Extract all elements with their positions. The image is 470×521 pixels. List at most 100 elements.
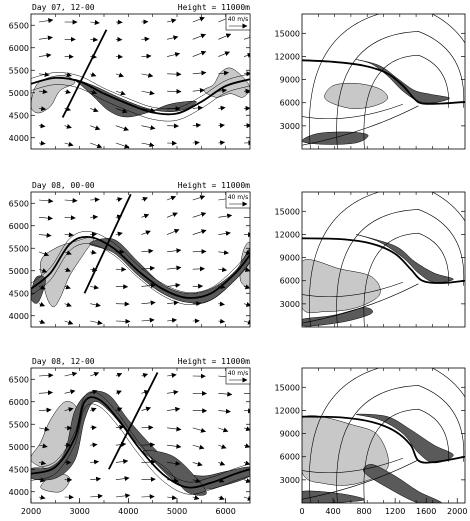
wind-vector — [90, 425, 97, 431]
wind-vector — [64, 198, 78, 204]
wind-vector — [192, 461, 203, 467]
wind-vector — [167, 18, 177, 24]
wind-vector — [218, 105, 226, 111]
wind-vector — [90, 107, 99, 113]
y-tick-label: 4500 — [9, 465, 29, 474]
y-tick-label: 9000 — [280, 430, 300, 439]
y-tick-label: 15000 — [275, 207, 300, 216]
dark-shade-region — [356, 59, 450, 104]
dark-shade-region — [302, 307, 373, 327]
wind-vector — [64, 72, 72, 77]
wind-vector — [218, 213, 233, 219]
y-tick-label: 15000 — [275, 383, 300, 392]
wind-vector — [38, 494, 46, 500]
wind-vector — [38, 18, 54, 24]
y-tick-label: 4500 — [9, 111, 29, 120]
wind-vector — [38, 72, 50, 78]
wind-vector — [218, 33, 232, 40]
wind-vector — [38, 319, 46, 324]
y-tick-label: 5000 — [9, 443, 29, 452]
wind-vector — [90, 493, 103, 499]
wind-vector — [243, 319, 250, 325]
wind-vector — [115, 108, 128, 114]
wind-vector — [64, 89, 71, 94]
wind-vector — [90, 407, 97, 413]
contour-line — [302, 281, 419, 324]
wind-vector — [218, 427, 229, 433]
y-tick-label: 6500 — [9, 21, 29, 30]
wind-vector — [192, 229, 207, 235]
wind-vector — [243, 460, 250, 466]
wind-vector — [64, 371, 78, 377]
contour-line — [336, 31, 465, 149]
wind-vector — [38, 106, 47, 112]
y-tick-label: 9000 — [280, 254, 300, 263]
wind-vector — [141, 53, 152, 59]
wind-vector — [64, 250, 72, 256]
wind-vector — [218, 301, 225, 307]
wind-vector — [141, 196, 148, 202]
wind-vector — [243, 35, 250, 40]
wind-vector — [90, 37, 99, 43]
x-tick-label: 3000 — [69, 507, 89, 516]
y-tick-label: 4000 — [9, 312, 29, 321]
reference-vector-label: 40 m/s — [228, 16, 249, 23]
front-line — [31, 76, 250, 116]
y-tick-label: 12000 — [275, 406, 300, 415]
wind-vector — [218, 391, 233, 397]
y-tick-label: 3000 — [280, 300, 300, 309]
wind-vector — [141, 90, 155, 96]
dark-shade-region — [302, 131, 369, 145]
wind-vector — [38, 301, 46, 307]
wind-vector — [115, 372, 123, 378]
wind-vector — [218, 460, 226, 466]
wind-vector — [38, 268, 48, 273]
wind-vector — [192, 195, 206, 201]
contour-line — [309, 14, 465, 149]
contour-line — [31, 243, 250, 305]
wind-vector — [167, 195, 177, 201]
wind-vector — [38, 477, 46, 483]
y-tick-label: 3000 — [280, 122, 300, 131]
wind-vector — [38, 390, 53, 396]
y-tick-label: 5000 — [9, 267, 29, 276]
wind-vector — [218, 408, 231, 414]
wind-vector — [38, 372, 54, 378]
wind-vector — [38, 198, 54, 204]
wind-vector — [167, 212, 178, 218]
contour-line — [336, 209, 465, 327]
wind-vector — [90, 320, 103, 326]
wind-vector — [243, 408, 250, 414]
y-tick-label: 6000 — [9, 222, 29, 231]
wind-vector — [38, 123, 46, 129]
y-tick-label: 9000 — [280, 76, 300, 85]
wind-vector — [167, 406, 181, 412]
wind-vector — [141, 283, 156, 289]
cross-section-line — [108, 372, 159, 470]
wind-vector — [218, 51, 230, 57]
wind-vector — [218, 70, 229, 76]
dark-shade-region — [31, 275, 46, 304]
wind-vector — [141, 406, 152, 412]
contour-line — [31, 391, 250, 483]
wind-vector — [167, 52, 181, 58]
wind-vector — [141, 125, 156, 131]
panel-title-height: Height = 11000m — [178, 3, 250, 12]
wind-vector — [167, 426, 182, 432]
contour-line — [309, 368, 465, 503]
wind-vector — [167, 389, 179, 395]
x-tick-label: 400 — [325, 507, 340, 516]
plot-area — [302, 368, 465, 503]
wind-vector — [141, 442, 156, 448]
wind-vector — [167, 282, 181, 288]
x-tick-label: 2000 — [447, 507, 467, 516]
wind-vector — [38, 251, 50, 257]
y-tick-label: 4000 — [9, 488, 29, 497]
wind-vector — [141, 459, 156, 465]
wind-vector — [38, 284, 46, 290]
wind-vector — [90, 197, 100, 203]
wind-vector — [64, 407, 74, 412]
wind-vector — [192, 444, 205, 450]
wind-vector — [115, 90, 126, 96]
